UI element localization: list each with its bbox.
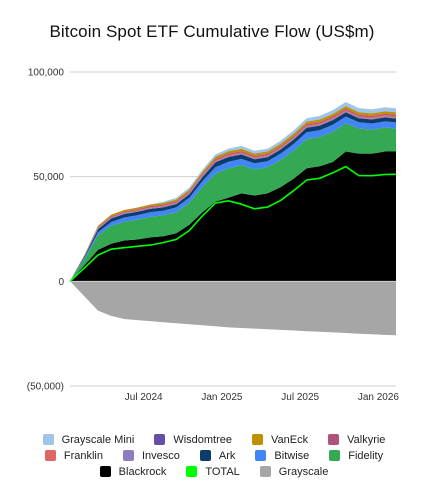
legend-swatch <box>252 434 264 445</box>
y-tick-label: 100,000 <box>28 68 65 79</box>
legend-swatch <box>199 450 211 461</box>
y-tick-label: 50,000 <box>33 172 64 183</box>
legend-item[interactable]: Ark <box>199 448 236 463</box>
legend-label: Fidelity <box>348 449 384 462</box>
legend-item[interactable]: TOTAL <box>186 464 240 479</box>
x-tick-label: Jul 2025 <box>281 392 319 403</box>
legend-label: Bitwise <box>274 449 310 462</box>
legend-label: VanEck <box>271 433 309 446</box>
legend-item[interactable]: Grayscale Mini <box>42 432 135 447</box>
x-tick-label: Jul 2024 <box>125 392 163 403</box>
legend-swatch <box>154 434 166 445</box>
chart-legend: Grayscale Mini Wisdomtree VanEck Valkyrie Fr… <box>24 432 404 480</box>
line-total <box>69 165 397 282</box>
legend-label: Valkyrie <box>347 433 386 446</box>
legend-swatch <box>255 450 267 461</box>
legend-swatch <box>186 466 198 477</box>
y-tick-label: 0 <box>58 277 64 288</box>
legend-row: Franklin Invesco Ark Bitwise Fidelity <box>24 448 404 463</box>
legend-label: Franklin <box>63 449 103 462</box>
x-tick-label: Jan 2025 <box>201 392 243 403</box>
legend-swatch <box>42 434 54 445</box>
area-fidelity <box>70 123 396 282</box>
legend-label: Grayscale <box>278 465 329 478</box>
legend-item[interactable]: Valkyrie <box>328 432 385 447</box>
legend-label: Invesco <box>142 449 180 462</box>
x-tick-label: Jan 2026 <box>358 392 400 403</box>
legend-item[interactable]: Fidelity <box>329 448 383 463</box>
legend-item[interactable]: Invesco <box>123 448 180 463</box>
legend-swatch <box>328 434 340 445</box>
area-grayscale <box>70 281 396 336</box>
legend-row: Blackrock TOTAL Grayscale <box>24 464 404 479</box>
legend-swatch <box>259 466 271 477</box>
legend-label: Ark <box>218 449 236 462</box>
legend-label: TOTAL <box>205 465 240 478</box>
legend-swatch <box>99 466 111 477</box>
legend-label: Wisdomtree <box>173 433 233 446</box>
legend-item[interactable]: Wisdomtree <box>154 432 232 447</box>
legend-label: Grayscale Mini <box>61 433 135 446</box>
legend-swatch <box>44 450 56 461</box>
legend-item[interactable]: Bitwise <box>255 448 309 463</box>
legend-swatch <box>329 450 341 461</box>
y-tick-label: (50,000) <box>27 382 64 393</box>
legend-label: Blackrock <box>118 465 167 478</box>
chart-plot: 100,000 50,000 0 (50,000) Jul 2024 Jan 2025 Ju… <box>27 68 400 404</box>
legend-swatch <box>123 450 134 461</box>
legend-item[interactable]: Blackrock <box>99 464 167 479</box>
chart-title: Bitcoin Spot ETF Cumulative Flow (US$m) <box>49 22 375 41</box>
legend-row: Grayscale Mini Wisdomtree VanEck Valkyrie <box>24 432 404 447</box>
legend-item[interactable]: Franklin <box>44 448 103 463</box>
area-blackrock <box>70 151 396 282</box>
legend-item[interactable]: Grayscale <box>259 464 329 479</box>
legend-item[interactable]: VanEck <box>252 432 308 447</box>
